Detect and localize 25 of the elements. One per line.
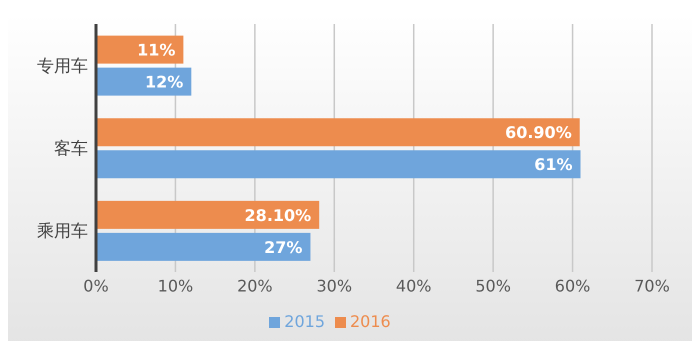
x-tick-label: 30% xyxy=(316,276,352,296)
bar xyxy=(96,36,184,64)
bar xyxy=(96,68,192,96)
x-tick-label: 10% xyxy=(158,276,194,296)
bar xyxy=(96,200,320,229)
bar xyxy=(96,118,580,146)
x-tick-label: 20% xyxy=(237,276,273,296)
x-tick-label: 60% xyxy=(554,276,590,296)
data-label: 12% xyxy=(145,72,184,92)
x-tick-label: 40% xyxy=(396,276,432,296)
x-tick-label: 70% xyxy=(634,276,670,296)
data-label: 11% xyxy=(137,40,176,60)
legend-label: 2015 xyxy=(284,312,325,331)
data-label: 27% xyxy=(264,238,302,257)
bar xyxy=(96,150,581,178)
data-label: 61% xyxy=(534,155,573,174)
legend-label: 2016 xyxy=(350,312,391,331)
y-tick-label: 专用车 xyxy=(37,56,88,76)
data-label: 28.10% xyxy=(244,206,312,225)
data-label: 60.90% xyxy=(505,123,572,142)
x-tick-label: 0% xyxy=(83,276,109,296)
x-tick-label: 50% xyxy=(475,276,511,296)
y-tick-label: 客车 xyxy=(54,139,88,160)
y-tick-label: 乘用车 xyxy=(37,222,88,242)
bar xyxy=(96,232,310,261)
